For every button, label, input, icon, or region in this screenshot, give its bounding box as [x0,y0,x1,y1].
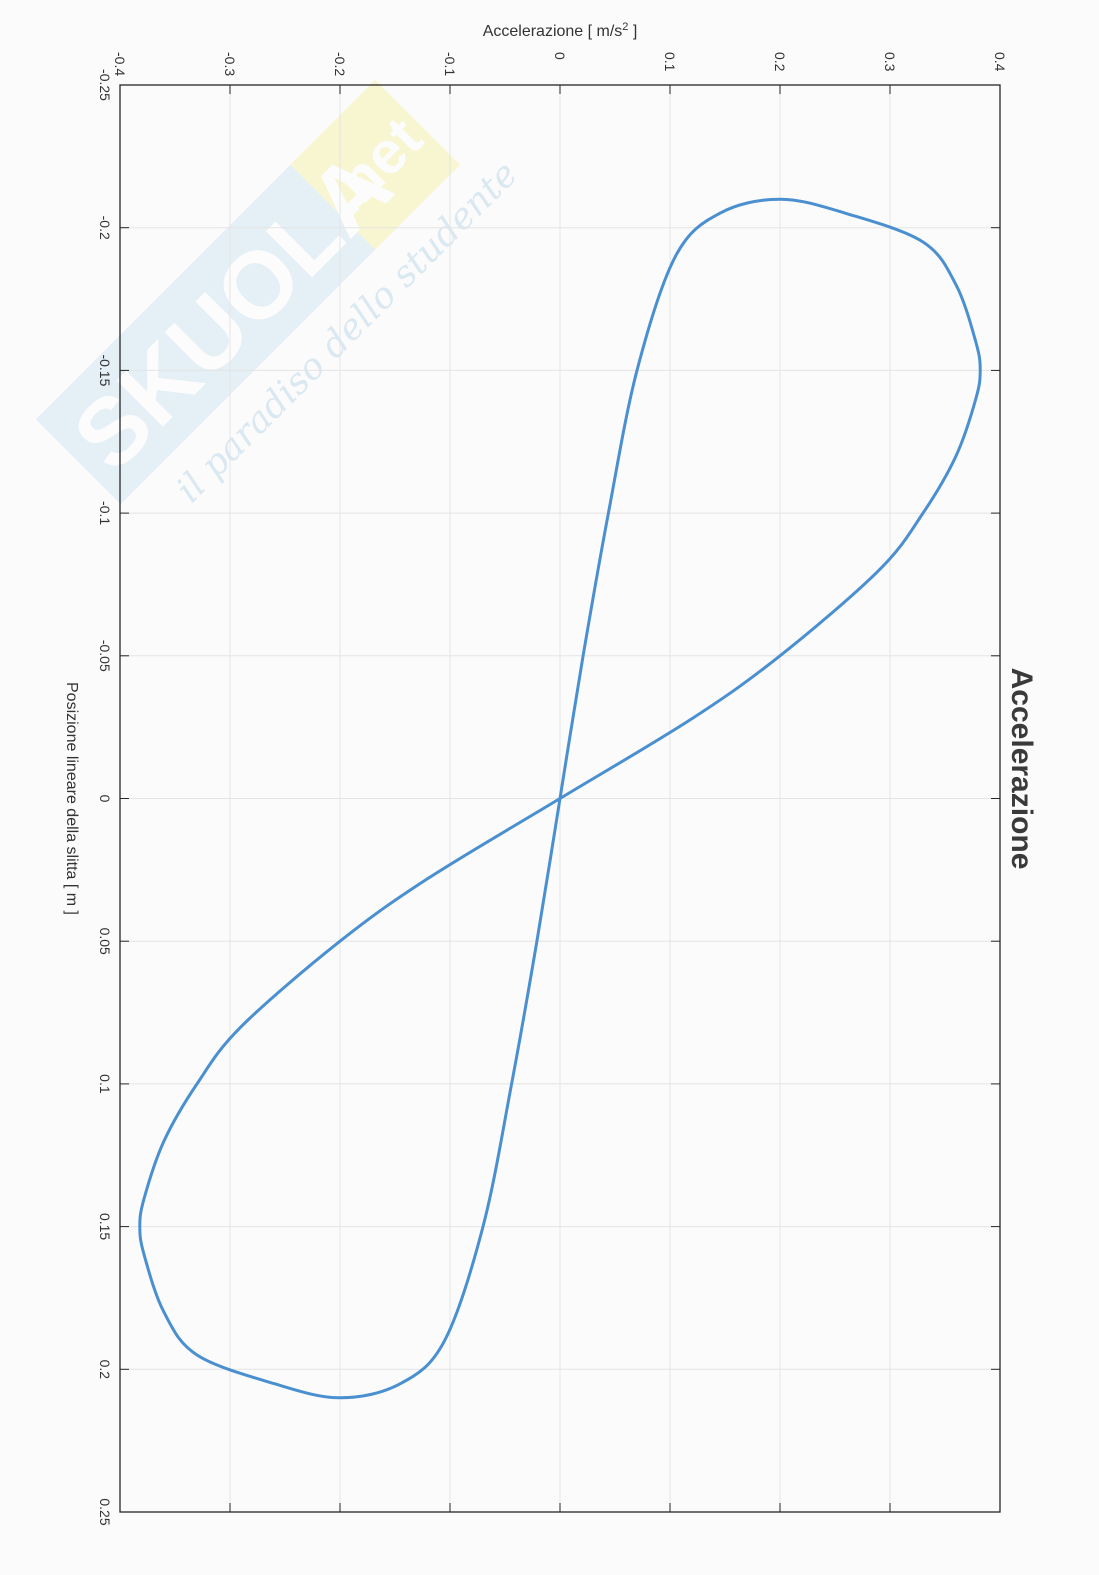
x-tick-label: 0.05 [97,928,113,955]
x-axis-label: Posizione lineare della slitta [ m ] [63,682,80,915]
y-tick-label: -0.3 [222,52,238,76]
y-tick-label: 0.4 [992,52,1008,72]
series-line [138,197,982,1400]
x-tick-label: 0.15 [97,1213,113,1240]
y-tick-label: -0.2 [332,52,348,76]
x-tick-label: -0.05 [97,640,113,672]
x-tick-label: 0.25 [97,1498,113,1525]
y-tick-label: 0.1 [662,52,678,72]
x-tick-label: 0.2 [97,1360,113,1380]
y-tick-label: -0.1 [442,52,458,76]
y-axis-label-suffix: ] [628,23,637,40]
y-tick-labels: -0.4 -0.3 -0.2 -0.1 0 0.1 0.2 0.3 0.4 [112,52,1008,76]
y-tick-label: 0 [552,52,568,60]
tick-marks [119,84,1001,1513]
series-layer [138,197,982,1400]
x-tick-label: 0.1 [97,1074,113,1094]
x-tick-label: -0.15 [97,354,113,386]
x-tick-label: -0.25 [97,69,113,101]
y-axis-label-prefix: Accelerazione [ m/s [483,23,623,40]
y-tick-label: -0.4 [112,52,128,76]
y-axis-label-sup: 2 [622,21,628,33]
chart-title: Accelerazione [1005,668,1038,870]
y-axis-label: Accelerazione [ m/s2 ] [483,21,638,40]
watermark-logo: SKUOLA .net il paradiso dello studente [35,79,526,511]
x-tick-label: 0 [97,795,113,803]
y-tick-label: 0.3 [882,52,898,72]
x-tick-labels: -0.25 -0.2 -0.15 -0.1 -0.05 0 0.05 0.1 0.15 0.2 0.… [97,69,113,1526]
y-tick-label: 0.2 [772,52,788,72]
x-tick-label: -0.2 [97,216,113,240]
x-tick-label: -0.1 [97,501,113,525]
